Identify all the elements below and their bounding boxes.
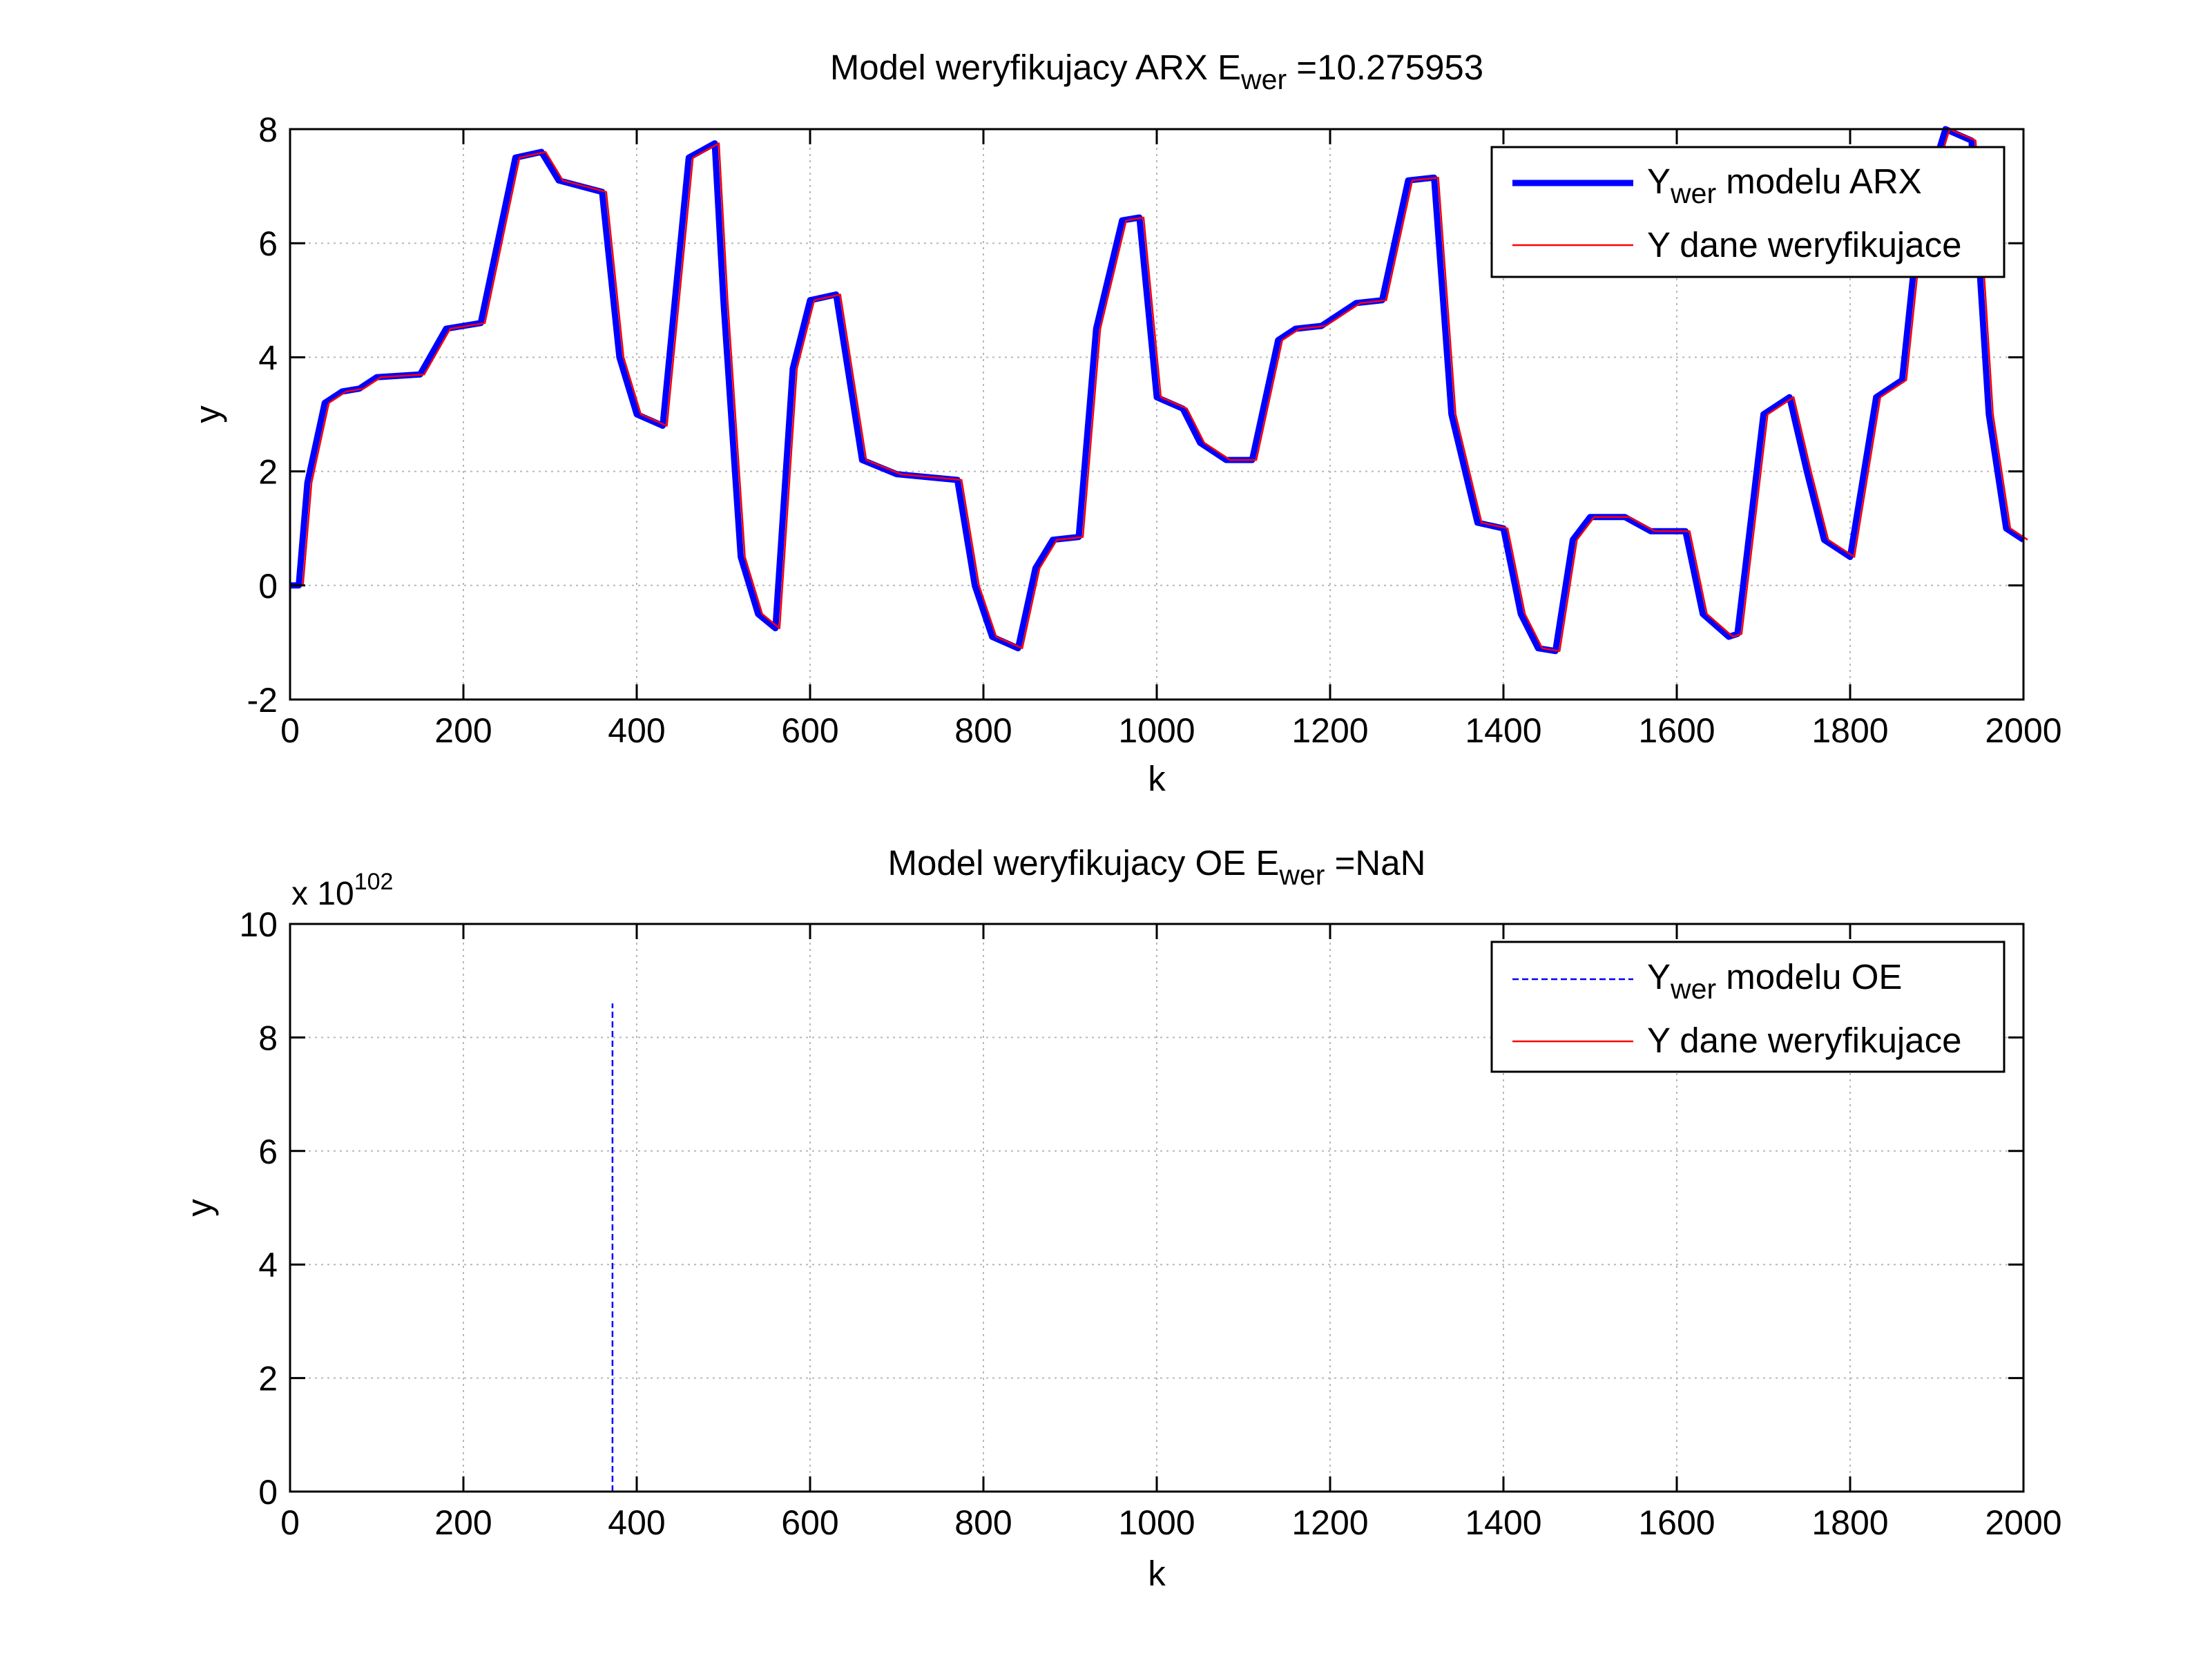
x-tick-label: 1400 (1465, 1503, 1541, 1542)
y-axis-multiplier: x 10102 (291, 869, 393, 912)
y-tick-label: 6 (258, 224, 278, 263)
chart-title: Model weryfikujacy OE Ewer =NaN (888, 843, 1426, 891)
x-tick-label: 1200 (1291, 1503, 1368, 1542)
x-tick-label: 2000 (1985, 1503, 2061, 1542)
x-tick-label: 600 (781, 711, 838, 750)
x-tick-label: 1800 (1811, 1503, 1888, 1542)
x-tick-label: 0 (280, 1503, 300, 1542)
plot-area (290, 126, 2028, 655)
chart-title: Model weryfikujacy ARX Ewer =10.275953 (830, 48, 1483, 95)
x-tick-label: 1000 (1118, 1503, 1195, 1542)
y-tick-labels: -2 0 2 4 6 8 (247, 110, 278, 720)
x-tick-label: 200 (434, 1503, 492, 1542)
x-tick-label: 1200 (1291, 711, 1368, 750)
x-tick-label: 1600 (1638, 711, 1715, 750)
x-tick-label: 1800 (1811, 711, 1888, 750)
x-axis-label: k (1148, 1554, 1166, 1593)
y-tick-label: 8 (258, 110, 278, 149)
legend: Ywer modelu OE Y dane weryfikujace (1490, 941, 2006, 1073)
x-tick-label: 0 (280, 711, 300, 750)
x-tick-labels: 0 200 400 600 800 1000 1200 1400 1600 1800 2000 (280, 711, 2062, 750)
legend-box (1490, 941, 2006, 1073)
x-tick-label: 1600 (1638, 1503, 1715, 1542)
chart-oe: 0 200 400 600 800 1000 1200 1400 1600 1800 2000 0 2… (180, 843, 2062, 1593)
y-tick-labels: 0 2 4 6 8 10 (239, 905, 278, 1512)
y-tick-label: 4 (258, 1246, 278, 1284)
x-tick-label: 400 (608, 711, 665, 750)
series-line-0 (290, 126, 2026, 655)
y-tick-label: 6 (258, 1132, 278, 1171)
legend: Ywer modelu ARX Y dane weryfikujace (1490, 146, 2006, 278)
series-line-1 (294, 128, 2028, 653)
tick-marks (289, 128, 2025, 701)
y-tick-label: 10 (239, 905, 278, 944)
y-tick-label: 0 (258, 1473, 278, 1512)
y-tick-label: 0 (258, 567, 278, 606)
chart-arx: 0 200 400 600 800 1000 1200 1400 1600 1800 2000 -2… (188, 48, 2062, 798)
x-tick-label: 800 (954, 1503, 1012, 1542)
legend-entry-arx-model: Ywer modelu ARX (1647, 162, 1922, 209)
y-axis-label: y (188, 405, 227, 423)
legend-box (1490, 146, 2006, 278)
x-axis-label: k (1148, 759, 1166, 798)
y-tick-label: 2 (258, 1360, 278, 1398)
y-tick-label: 8 (258, 1019, 278, 1057)
legend-entry-verification-data: Y dane weryfikujace (1647, 1021, 1962, 1060)
x-tick-label: 600 (781, 1503, 838, 1542)
x-tick-label: 1000 (1118, 711, 1195, 750)
x-tick-labels: 0 200 400 600 800 1000 1200 1400 1600 1800 2000 (280, 1503, 2062, 1542)
legend-entry-verification-data: Y dane weryfikujace (1647, 225, 1962, 264)
tick-marks (289, 923, 2025, 1493)
y-tick-label: 2 (258, 453, 278, 492)
y-axis-label: y (180, 1199, 219, 1217)
x-tick-label: 2000 (1985, 711, 2061, 750)
x-tick-label: 200 (434, 711, 492, 750)
y-tick-label: 4 (258, 338, 278, 377)
y-tick-label: -2 (247, 681, 278, 720)
x-tick-label: 800 (954, 711, 1012, 750)
x-tick-label: 400 (608, 1503, 665, 1542)
x-tick-label: 1400 (1465, 711, 1541, 750)
legend-entry-oe-model: Ywer modelu OE (1647, 957, 1902, 1005)
